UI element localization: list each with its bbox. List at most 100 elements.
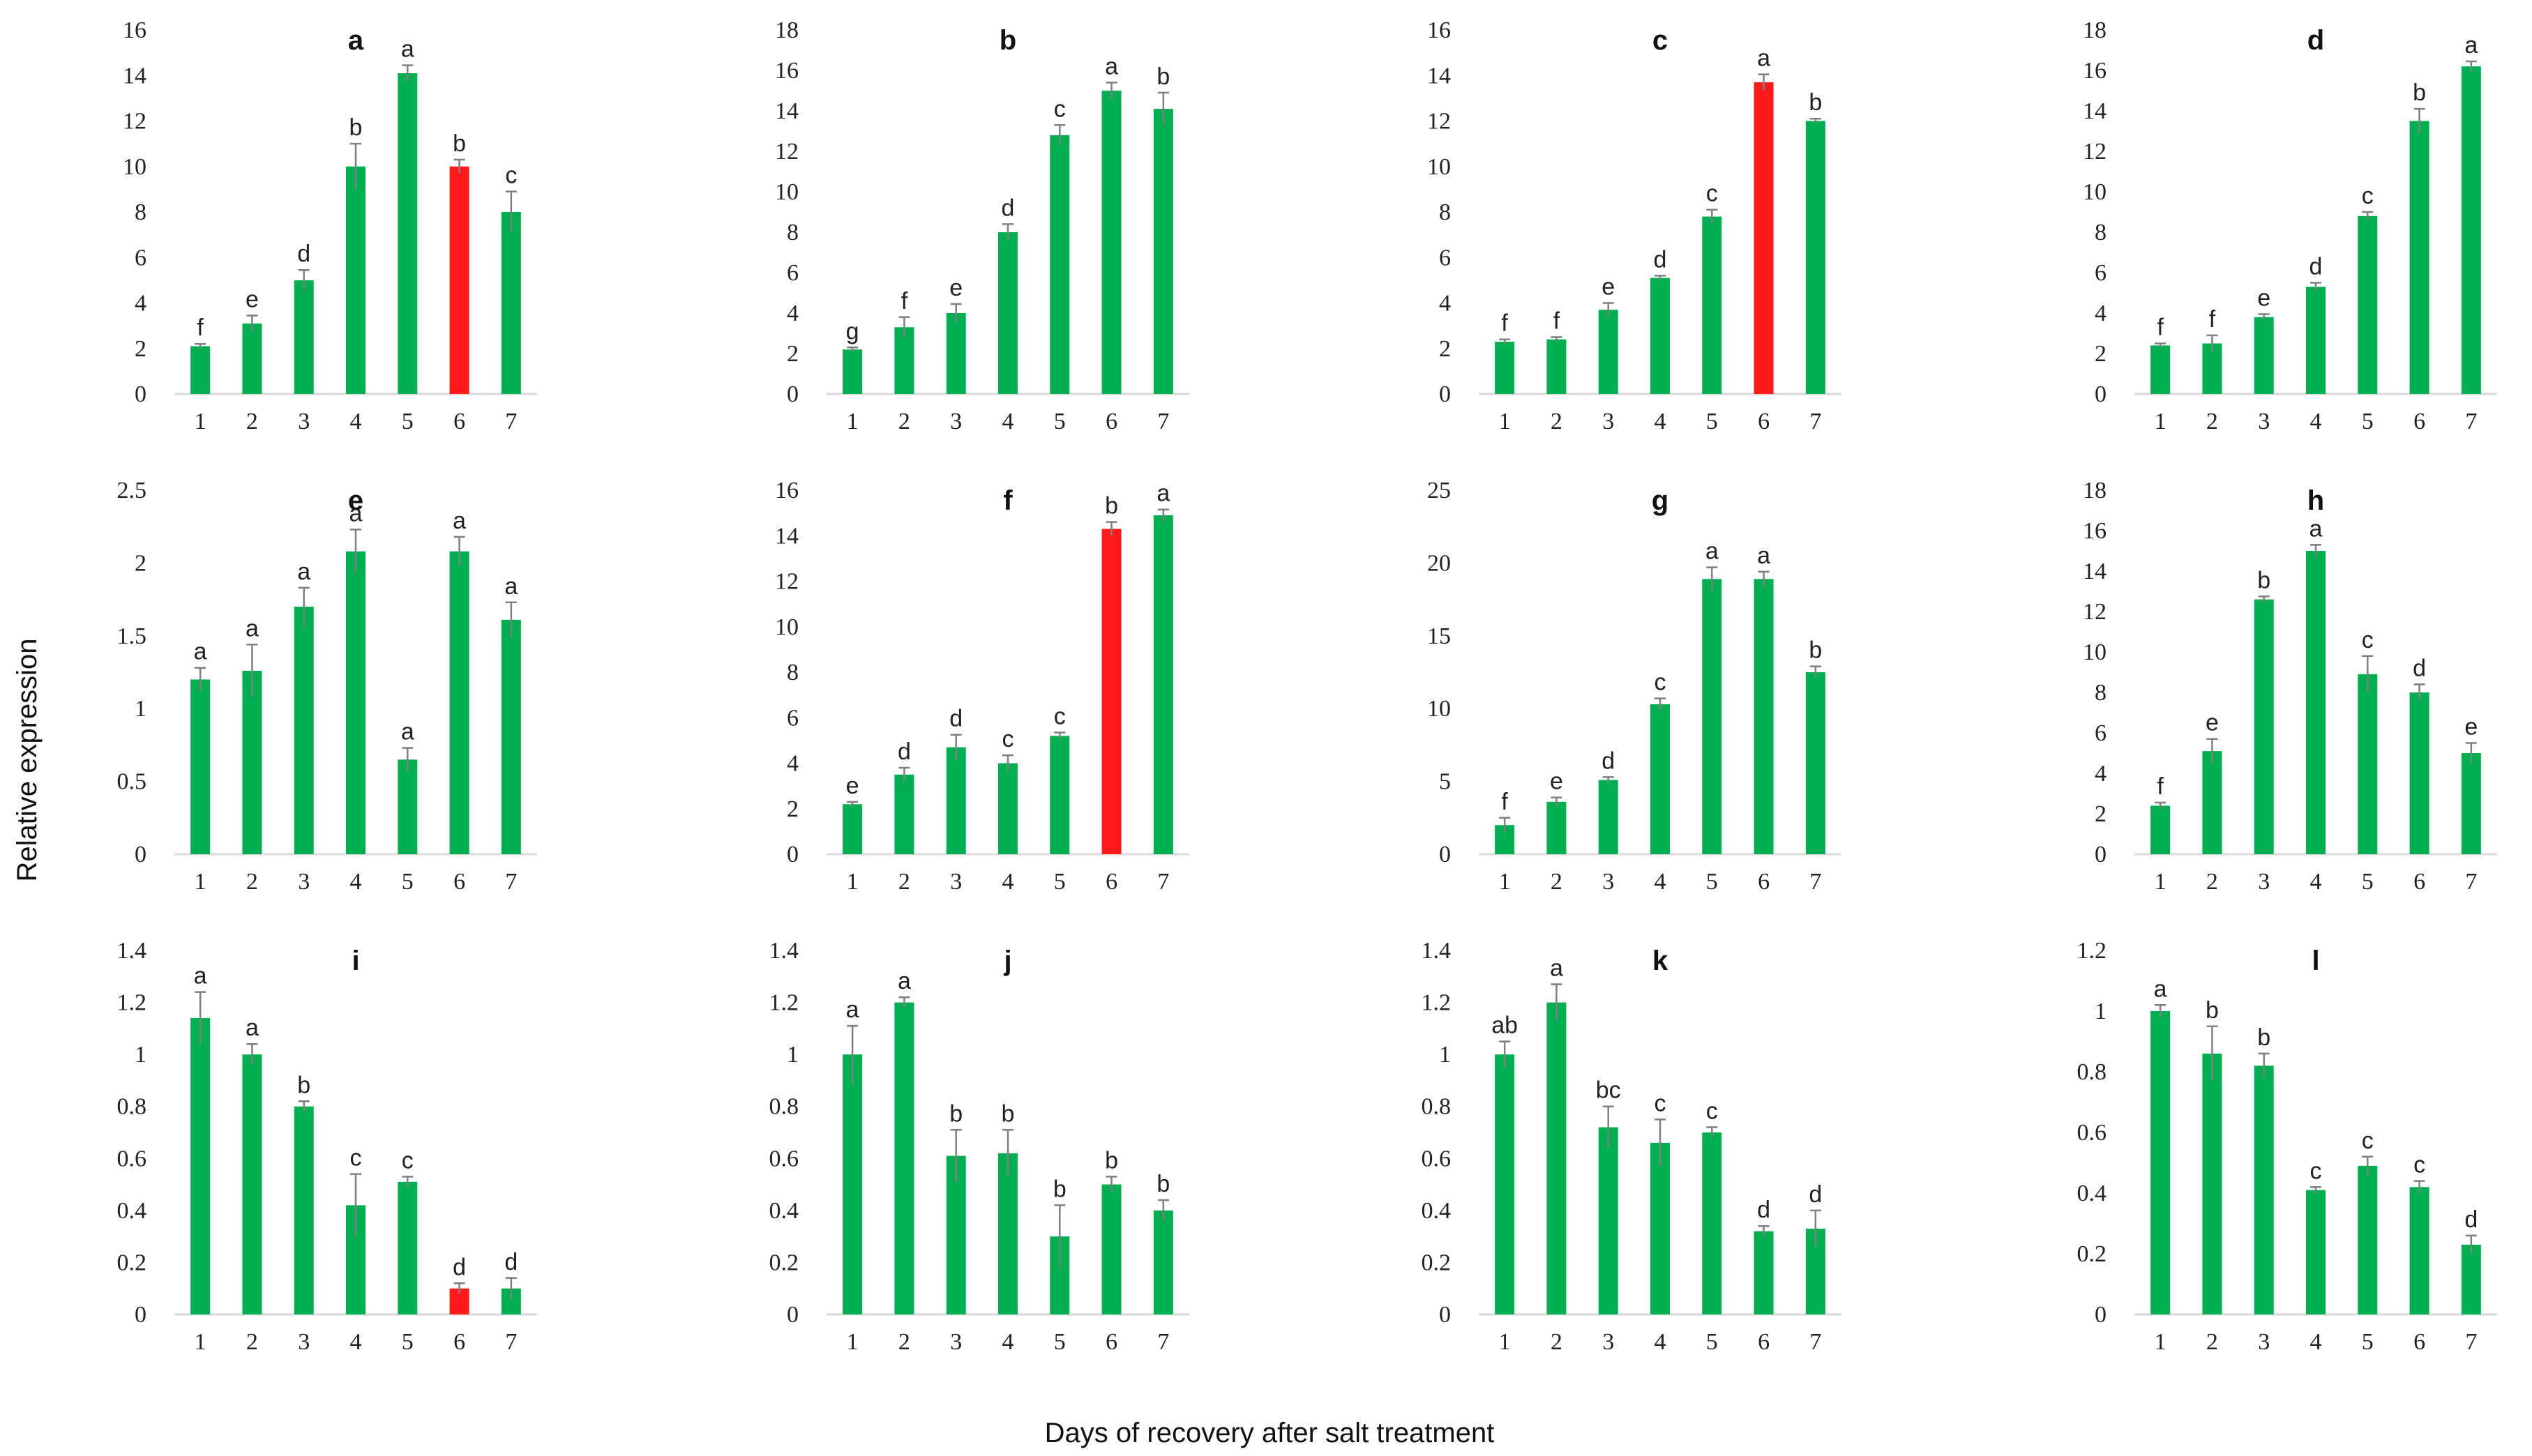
x-tick-label: 7 [1157,409,1169,434]
y-tick-label: 0 [135,842,146,867]
significance-label: f [901,288,908,314]
bar-b-6 [1101,91,1122,394]
x-tick-label: 2 [898,409,910,434]
y-tick-label: 18 [2083,17,2107,43]
x-tick-label: 6 [1758,1329,1770,1355]
x-tick-label: 1 [847,409,859,434]
x-tick-label: 7 [1157,869,1169,895]
bar-c-3 [1598,310,1618,394]
chart-panel-j: 0 0.2 0.4 0.6 0.8 1 1.2 1.4 j a 1 a 2 b 3 b 4 b 5 b 6 b 7 [769,938,1189,1355]
bar-e-2 [242,670,262,854]
panel-title: g [1652,485,1668,516]
significance-label: c [1706,181,1718,207]
panel-title: f [1003,485,1013,516]
x-tick-label: 5 [1054,409,1066,434]
y-tick-label: 0.4 [2077,1181,2107,1206]
x-tick-label: 6 [1106,869,1117,895]
bar-d-3 [2254,317,2274,394]
y-tick-label: 12 [775,139,799,165]
significance-label: ab [1491,1013,1518,1039]
significance-label: c [505,162,517,189]
y-tick-label: 6 [135,245,146,271]
bar-l-7 [2461,1244,2481,1314]
x-tick-label: 6 [2413,1329,2425,1355]
x-tick-label: 1 [2155,869,2166,895]
y-tick-label: 6 [2095,720,2107,746]
y-tick-label: 0 [2095,381,2107,407]
chart-panel-l: 0 0.2 0.4 0.6 0.8 1 1.2 l a 1 b 2 b 3 c 4 c 5 c 6 d 7 [2077,938,2497,1355]
bar-a-1 [190,346,211,394]
y-tick-label: 1.2 [769,990,799,1016]
y-tick-label: 4 [1439,291,1451,317]
x-tick-label: 3 [950,869,962,895]
bar-l-6 [2409,1187,2429,1314]
bar-j-6 [1101,1184,1122,1314]
bar-a-2 [242,323,262,394]
significance-label: d [1002,195,1015,221]
y-tick-label: 10 [1427,154,1451,180]
significance-label: b [349,114,363,141]
bar-g-7 [1805,672,1825,854]
x-tick-label: 2 [898,1329,910,1355]
significance-label: b [2257,567,2270,593]
y-tick-label: 0.8 [769,1094,799,1120]
significance-label: e [1550,768,1563,795]
y-tick-label: 2 [787,341,799,367]
bar-e-3 [294,607,314,854]
y-tick-label: 6 [2095,260,2107,286]
x-tick-label: 6 [453,409,465,434]
y-tick-label: 0.6 [117,1146,147,1171]
y-tick-label: 14 [775,98,799,124]
x-axis-label: Days of recovery after salt treatment [1045,1418,1495,1448]
x-tick-label: 6 [1758,409,1770,434]
y-tick-label: 16 [2083,58,2107,84]
significance-label: e [2257,285,2270,311]
x-tick-label: 6 [1758,869,1770,895]
x-tick-label: 2 [1551,409,1562,434]
y-tick-label: 0.4 [117,1198,147,1224]
bar-f-5 [1050,736,1070,854]
y-tick-label: 1.4 [769,938,799,964]
significance-label: c [2362,183,2374,209]
x-tick-label: 3 [298,869,310,895]
significance-label: a [401,719,414,745]
significance-label: d [1757,1197,1770,1223]
significance-label: bc [1596,1077,1621,1104]
bar-c-7 [1805,121,1825,394]
bar-c-4 [1650,278,1670,394]
bar-a-5 [398,73,418,395]
significance-label: a [246,615,259,642]
x-tick-label: 3 [950,1329,962,1355]
bar-f-3 [946,747,966,854]
x-tick-label: 1 [2155,409,2166,434]
x-tick-label: 6 [2413,409,2425,434]
y-tick-label: 12 [123,109,146,135]
significance-label: f [1501,789,1508,815]
y-tick-label: 14 [1427,63,1451,89]
y-tick-label: 0.8 [2077,1059,2107,1085]
y-tick-label: 12 [775,569,799,595]
x-tick-label: 1 [1499,1329,1511,1355]
bar-g-2 [1546,801,1567,854]
significance-label: b [297,1072,310,1098]
significance-label: d [1809,1181,1822,1208]
significance-label: a [1156,480,1170,507]
x-tick-label: 3 [950,409,962,434]
chart-panel-c: 0 2 4 6 8 10 12 14 16 c f 1 f 2 e 3 d 4 c 5 a 6 b 7 [1427,17,1841,434]
significance-label: b [1156,1171,1170,1197]
y-tick-label: 2 [135,336,146,362]
significance-label: c [1655,669,1666,696]
x-tick-label: 4 [1655,409,1666,434]
bar-b-7 [1153,109,1173,394]
bar-k-6 [1754,1231,1774,1314]
x-tick-label: 1 [195,869,206,895]
x-tick-label: 4 [1002,869,1014,895]
x-tick-label: 3 [1602,409,1614,434]
significance-label: f [2157,314,2164,341]
y-tick-label: 5 [1439,769,1451,795]
bar-j-2 [894,1002,914,1314]
x-tick-label: 7 [1809,409,1821,434]
bar-b-1 [843,349,863,394]
bar-i-5 [398,1181,418,1314]
